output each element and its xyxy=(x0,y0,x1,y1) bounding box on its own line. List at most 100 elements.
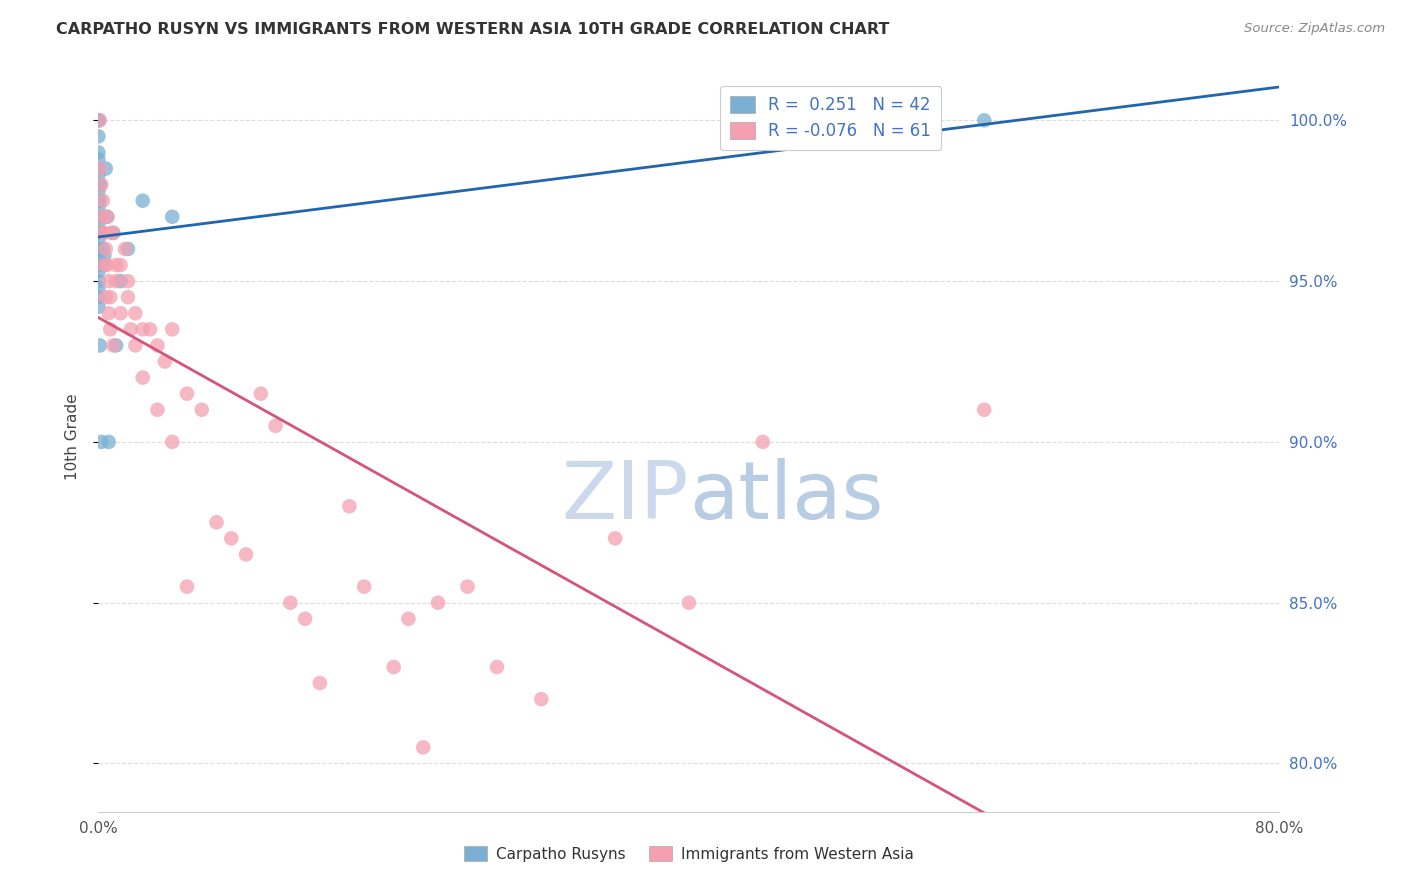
Point xyxy=(605,532,627,546)
Text: Source: ZipAtlas.com: Source: ZipAtlas.com xyxy=(1244,22,1385,36)
Point xyxy=(91,242,114,256)
Point xyxy=(250,386,273,401)
Point xyxy=(110,306,132,320)
Point xyxy=(87,258,110,272)
Point xyxy=(98,322,121,336)
Point xyxy=(87,264,110,278)
Point xyxy=(87,113,110,128)
Point xyxy=(339,500,361,514)
Point xyxy=(87,161,110,176)
Point xyxy=(427,596,450,610)
Point xyxy=(110,258,132,272)
Point xyxy=(103,226,125,240)
Point xyxy=(87,113,110,128)
Point xyxy=(89,338,111,352)
Point xyxy=(91,194,114,208)
Point xyxy=(87,280,110,294)
Point xyxy=(94,242,117,256)
Point xyxy=(117,290,139,304)
Point xyxy=(94,290,117,304)
Point xyxy=(89,210,111,224)
Point xyxy=(97,434,120,449)
Point xyxy=(382,660,405,674)
Point xyxy=(117,242,139,256)
Point xyxy=(93,258,115,272)
Point xyxy=(412,740,434,755)
Point xyxy=(90,210,112,224)
Point xyxy=(146,402,169,417)
Point xyxy=(120,322,142,336)
Point xyxy=(87,274,110,288)
Point xyxy=(153,354,176,368)
Point xyxy=(87,194,110,208)
Point xyxy=(280,596,302,610)
Point xyxy=(105,258,128,272)
Point xyxy=(91,258,114,272)
Point xyxy=(87,145,110,160)
Point xyxy=(89,161,111,176)
Legend: Carpatho Rusyns, Immigrants from Western Asia: Carpatho Rusyns, Immigrants from Western… xyxy=(458,839,920,868)
Point xyxy=(93,248,115,262)
Point xyxy=(87,184,110,198)
Point xyxy=(110,274,132,288)
Point xyxy=(294,612,316,626)
Point xyxy=(87,226,110,240)
Point xyxy=(457,580,479,594)
Point xyxy=(176,580,198,594)
Point xyxy=(162,210,183,224)
Point xyxy=(124,306,146,320)
Point xyxy=(205,516,228,530)
Point xyxy=(752,434,775,449)
Point xyxy=(87,300,110,314)
Point xyxy=(139,322,162,336)
Point xyxy=(87,129,110,144)
Point xyxy=(91,226,114,240)
Point xyxy=(221,532,243,546)
Point xyxy=(132,370,155,384)
Text: atlas: atlas xyxy=(689,458,883,536)
Point xyxy=(235,548,257,562)
Point xyxy=(87,242,110,256)
Point xyxy=(105,338,128,352)
Point xyxy=(87,168,110,182)
Point xyxy=(87,232,110,246)
Point xyxy=(162,434,183,449)
Point xyxy=(98,290,121,304)
Point xyxy=(97,306,120,320)
Point xyxy=(176,386,198,401)
Point xyxy=(89,178,111,192)
Point xyxy=(146,338,169,352)
Point xyxy=(114,242,136,256)
Point xyxy=(87,200,110,214)
Point xyxy=(103,338,125,352)
Point xyxy=(973,402,995,417)
Point xyxy=(96,258,118,272)
Point xyxy=(486,660,509,674)
Point xyxy=(105,274,128,288)
Text: CARPATHO RUSYN VS IMMIGRANTS FROM WESTERN ASIA 10TH GRADE CORRELATION CHART: CARPATHO RUSYN VS IMMIGRANTS FROM WESTER… xyxy=(56,22,890,37)
Point xyxy=(90,434,112,449)
Point xyxy=(530,692,553,706)
Point xyxy=(124,338,146,352)
Point xyxy=(90,226,112,240)
Point xyxy=(353,580,375,594)
Point xyxy=(96,210,118,224)
Point xyxy=(89,113,111,128)
Point xyxy=(398,612,420,626)
Point xyxy=(97,274,120,288)
Point xyxy=(94,161,117,176)
Point xyxy=(191,402,214,417)
Point xyxy=(973,113,995,128)
Point xyxy=(100,226,122,240)
Point xyxy=(103,226,125,240)
Point xyxy=(87,152,110,166)
Point xyxy=(87,178,110,192)
Point xyxy=(93,226,115,240)
Point xyxy=(132,322,155,336)
Point xyxy=(117,274,139,288)
Point xyxy=(96,210,118,224)
Point xyxy=(678,596,700,610)
Point xyxy=(87,290,110,304)
Point xyxy=(87,216,110,230)
Point xyxy=(89,194,111,208)
